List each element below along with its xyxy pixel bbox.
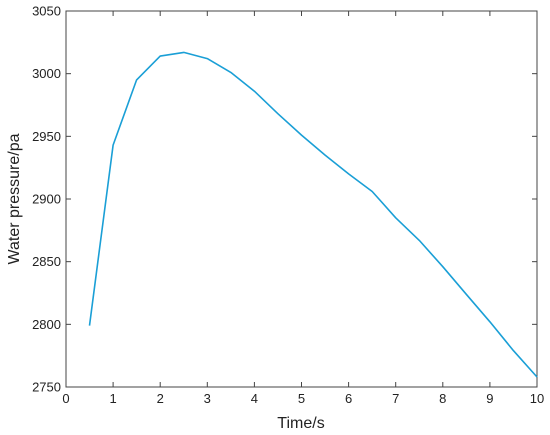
plot-frame xyxy=(65,10,538,388)
y-tick-label: 3000 xyxy=(32,66,61,81)
y-tick-label: 2750 xyxy=(32,380,61,395)
y-tick-label: 3050 xyxy=(32,4,61,19)
y-tick-label: 2850 xyxy=(32,254,61,269)
x-tick-label: 2 xyxy=(157,391,164,406)
tick-marks xyxy=(65,10,538,388)
x-tick-label: 9 xyxy=(486,391,493,406)
y-tick-label: 2800 xyxy=(32,317,61,332)
x-tick-label: 1 xyxy=(109,391,116,406)
x-tick-label: 10 xyxy=(530,391,544,406)
series-group xyxy=(88,51,538,378)
x-axis-label: Time/s xyxy=(277,415,324,432)
series-line xyxy=(88,51,538,378)
x-tick-label: 8 xyxy=(439,391,446,406)
x-tick-label: 7 xyxy=(392,391,399,406)
y-tick-label: 2950 xyxy=(32,129,61,144)
x-tick-labels: 0 1 2 3 4 5 6 7 8 9 10 xyxy=(62,391,544,406)
y-tick-label: 2900 xyxy=(32,192,61,207)
x-tick-label: 5 xyxy=(298,391,305,406)
x-tick-label: 0 xyxy=(62,391,69,406)
x-tick-label: 3 xyxy=(204,391,211,406)
x-tick-label: 4 xyxy=(251,391,258,406)
y-axis-label: Water pressure/pa xyxy=(6,133,23,264)
y-tick-labels: 2750 2800 2850 2900 2950 3000 3050 xyxy=(32,4,61,395)
x-tick-label: 6 xyxy=(345,391,352,406)
